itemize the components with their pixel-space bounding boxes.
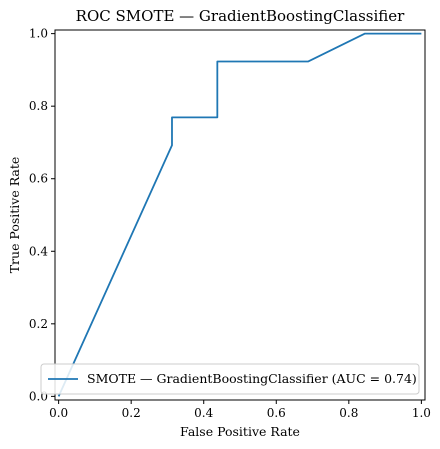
roc-curve-line-0 — [59, 34, 422, 397]
legend-entry-label: SMOTE — GradientBoostingClassifier (AUC … — [87, 371, 417, 386]
x-axis-label: False Positive Rate — [180, 424, 300, 439]
y-axis-ticks: 0.00.20.40.60.81.0 — [29, 27, 55, 404]
y-tick-label: 0.2 — [29, 317, 48, 331]
y-tick-label: 0.6 — [29, 172, 48, 186]
x-tick-label: 0.4 — [194, 406, 213, 420]
x-tick-label: 0.8 — [339, 406, 358, 420]
plot-frame — [55, 30, 425, 400]
y-axis-label: True Positive Rate — [7, 157, 22, 274]
plot-area — [55, 30, 425, 400]
x-tick-label: 0.6 — [267, 406, 286, 420]
chart-title: ROC SMOTE — GradientBoostingClassifier — [76, 7, 405, 25]
legend: SMOTE — GradientBoostingClassifier (AUC … — [41, 364, 419, 394]
x-tick-label: 0.2 — [122, 406, 141, 420]
y-tick-label: 0.4 — [29, 244, 48, 258]
y-tick-label: 1.0 — [29, 27, 48, 41]
x-axis-ticks: 0.0 0.2 0.4 0.6 0.8 1.0 — [49, 400, 431, 420]
x-tick-label: 0.0 — [49, 406, 68, 420]
series-layer — [59, 34, 422, 397]
x-tick-label: 1.0 — [412, 406, 431, 420]
y-tick-label: 0.8 — [29, 99, 48, 113]
